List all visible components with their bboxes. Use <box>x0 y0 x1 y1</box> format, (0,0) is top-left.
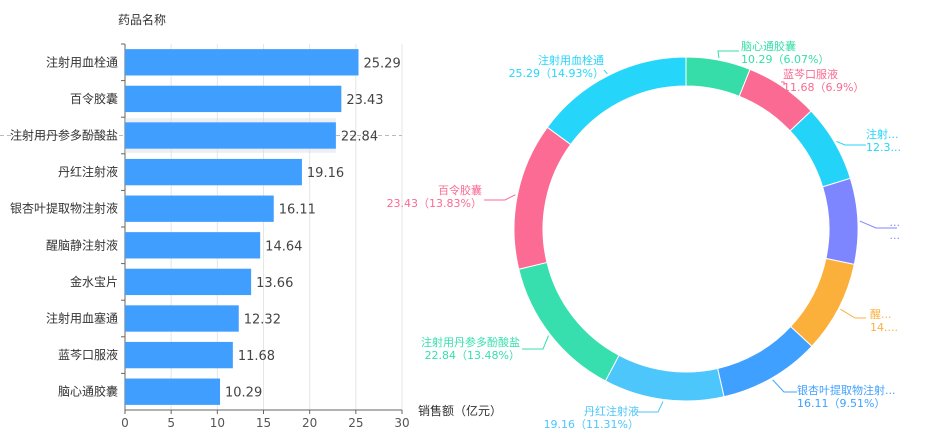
donut-label: 百令胶囊 23.43（13.83%） <box>387 183 482 210</box>
donut-slice <box>604 354 725 402</box>
bar-category-label: 百令胶囊 <box>70 91 118 106</box>
bar-rect <box>125 232 261 259</box>
donut-label-line: 19.16（11.31%） <box>544 418 639 431</box>
bar-rect <box>125 378 221 405</box>
donut-label-line: 醒... <box>870 308 892 321</box>
bar-value-label: 14.64 <box>265 239 302 254</box>
bar-x-tick-label: 25 <box>348 416 363 430</box>
donut-slice <box>518 261 620 382</box>
donut-leader-line <box>781 81 785 86</box>
donut-label: 银杏叶提取物注射... 16.11（9.51%） <box>797 383 896 410</box>
donut-slice <box>546 56 687 146</box>
donut-leader-line <box>522 335 549 350</box>
bar-x-tick-label: 5 <box>167 416 175 430</box>
bar-y-axis-title: 药品名称 <box>118 12 166 27</box>
bar-rect <box>125 158 302 186</box>
donut-leader-line <box>840 308 866 319</box>
bar-category-label: 蓝芩口服液 <box>58 347 118 362</box>
donut-slices <box>513 56 859 402</box>
bar-x-axis-title: 销售额（亿元） <box>418 403 502 418</box>
bar-value-label: 22.84 <box>341 130 378 145</box>
bar-category-label: 丹红注射液 <box>58 164 118 179</box>
bar-value-label: 12.32 <box>244 313 281 328</box>
bar-value-label: 16.11 <box>279 203 316 218</box>
donut-label: 丹红注射液 19.16（11.31%） <box>544 404 639 431</box>
donut-leader-line <box>772 379 797 393</box>
donut-chart: 脑心通胶囊 10.29（6.07%）蓝芩口服液 11.68（6.9%） 注射... 12… <box>387 39 901 431</box>
donut-label: ...... <box>890 216 901 242</box>
bar-category-label: 注射用丹参多酚酸盐 <box>10 128 118 143</box>
bar-rects <box>125 49 359 405</box>
bar-x-tick-label: 15 <box>256 416 271 430</box>
bar-value-label: 19.16 <box>307 166 344 181</box>
bar-rect <box>125 122 336 149</box>
bar-category-label: 脑心通胶囊 <box>58 384 118 399</box>
donut-leader-line <box>836 140 866 146</box>
donut-label-line: 25.29（14.93%） <box>509 67 604 80</box>
bar-category-label: 注射用血栓通 <box>46 54 118 69</box>
bar-rect <box>125 305 239 332</box>
bar-category-labels: 注射用血栓通百令胶囊注射用丹参多酚酸盐丹红注射液银杏叶提取物注射液醒脑静注射液金… <box>10 43 125 399</box>
donut-slice <box>513 126 572 270</box>
donut-label-line: 16.11（9.51%） <box>797 397 885 410</box>
donut-label-line: 22.84（13.48%） <box>425 349 520 362</box>
bar-x-tick-label: 10 <box>210 416 225 430</box>
donut-label: 注射用丹参多酚酸盐 22.84（13.48%） <box>421 335 520 362</box>
donut-slice <box>789 257 855 348</box>
donut-label-line: 12.3... <box>866 141 901 154</box>
bar-rect <box>125 49 359 76</box>
bar-value-label: 13.66 <box>256 276 293 291</box>
donut-leader-lines <box>484 50 897 413</box>
donut-label-line: 注射... <box>866 127 899 141</box>
bar-category-label: 金水宝片 <box>70 274 118 289</box>
donut-label-line: 百令胶囊 <box>438 183 482 197</box>
donut-leader-line <box>859 220 897 229</box>
bar-category-label: 注射用血塞通 <box>46 311 118 326</box>
donut-label-line: 注射用血栓通 <box>538 53 604 67</box>
donut-labels: 脑心通胶囊 10.29（6.07%）蓝芩口服液 11.68（6.9%） 注射... 12… <box>387 39 901 431</box>
donut-label: 脑心通胶囊 10.29（6.07%） <box>741 39 829 66</box>
bar-x-tick-label: 0 <box>121 416 129 430</box>
donut-label-line: 银杏叶提取物注射... <box>797 383 896 397</box>
donut-label-line: ... <box>890 229 901 242</box>
bar-value-label: 11.68 <box>238 349 275 364</box>
bar-rect <box>125 85 342 113</box>
donut-label-line: 脑心通胶囊 <box>741 39 796 53</box>
bar-x-tick-label: 20 <box>302 416 317 430</box>
bar-rect <box>125 268 252 296</box>
donut-label-line: 蓝芩口服液 <box>783 67 838 81</box>
bar-value-labels: 25.29 23.43 22.84 19.16 16.11 14.64 13.66 12.32… <box>225 56 401 400</box>
bar-x-ticks: 0 5 10 15 20 25 30 <box>121 410 410 430</box>
donut-label: 注射用血栓通 25.29（14.93%） <box>509 53 604 80</box>
bar-category-label: 醒脑静注射液 <box>46 237 118 252</box>
donut-label: 蓝芩口服液 11.68（6.9%） <box>783 67 864 94</box>
bar-value-label: 25.29 <box>364 56 401 71</box>
donut-label-line: 11.68（6.9%） <box>783 81 864 94</box>
donut-leader-line <box>717 50 739 59</box>
donut-slice <box>822 177 859 266</box>
donut-slice <box>789 110 851 188</box>
donut-leader-line <box>637 401 664 413</box>
bar-category-label: 银杏叶提取物注射液 <box>10 201 118 216</box>
donut-label-line: 注射用丹参多酚酸盐 <box>421 335 520 349</box>
donut-leader-line <box>484 194 516 201</box>
donut-label-line: 23.43（13.83%） <box>387 197 482 210</box>
bar-rect <box>125 341 233 369</box>
donut-label-line: 14.... <box>870 321 898 334</box>
bar-rect <box>125 195 274 222</box>
donut-label-line: 10.29（6.07%） <box>741 53 829 66</box>
bar-value-label: 10.29 <box>225 386 262 401</box>
donut-label: 注射... 12.3... <box>866 127 901 154</box>
bar-chart: 药品名称 销售额（亿元） 0 5 10 15 20 25 30 注射用血栓通百令胶囊注射用丹… <box>0 12 502 430</box>
bar-x-tick-label: 30 <box>394 416 409 430</box>
donut-label-line: ... <box>890 216 901 229</box>
donut-leader-line <box>603 69 608 75</box>
donut-label: 醒... 14.... <box>870 308 898 334</box>
donut-label-line: 丹红注射液 <box>584 404 639 418</box>
bar-value-label: 23.43 <box>346 93 383 108</box>
